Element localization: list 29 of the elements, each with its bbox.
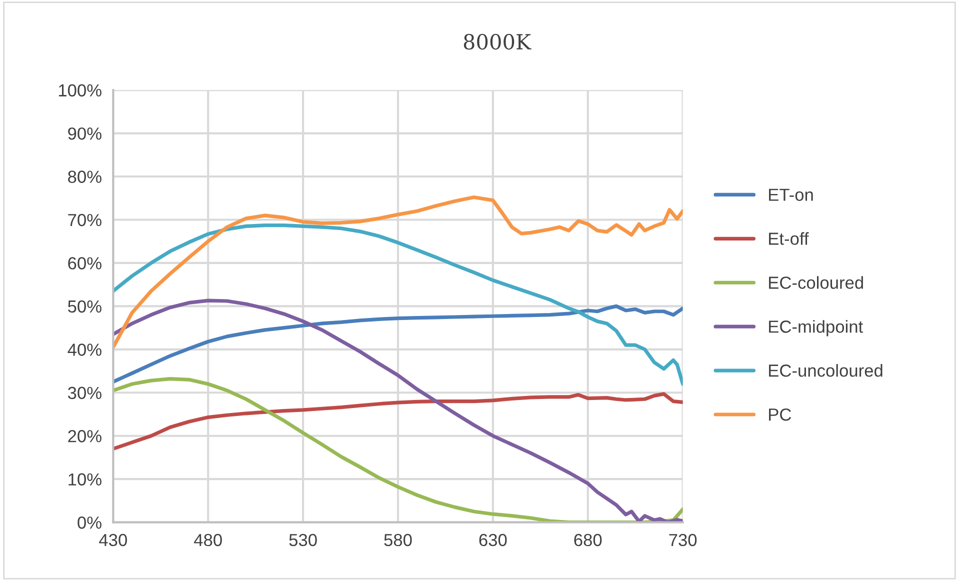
legend-label: Et-off — [769, 232, 809, 245]
y-tick-label: 80% — [68, 170, 102, 183]
legend-label: EC-coloured — [769, 276, 863, 289]
y-tick-label: 60% — [68, 257, 102, 270]
legend-label: ET-on — [769, 188, 813, 201]
y-tick-label: 90% — [68, 127, 102, 140]
line-series — [113, 195, 683, 350]
y-tick-label: 70% — [68, 214, 102, 226]
x-tick-label: 630 — [479, 534, 507, 546]
x-tick-label: 580 — [384, 534, 412, 546]
line-series — [113, 304, 683, 384]
y-tick-label: 40% — [68, 344, 102, 356]
y-tick-label: 50% — [68, 300, 102, 313]
legend-label: PC — [769, 408, 792, 421]
y-tick-label: 10% — [68, 473, 102, 486]
x-tick-label: 730 — [669, 534, 697, 546]
y-tick-label: 100% — [58, 84, 102, 97]
legend-label: EC-uncoloured — [769, 364, 882, 377]
x-tick-label: 680 — [574, 534, 602, 546]
y-tick-label: 0% — [78, 516, 102, 529]
chart-title: 8000K — [464, 34, 532, 50]
line-series — [113, 392, 683, 451]
x-tick-label: 480 — [194, 534, 222, 546]
y-tick-label: 20% — [68, 430, 102, 442]
line-series — [113, 224, 683, 386]
x-tick-label: 530 — [289, 534, 317, 546]
x-tick-label: 430 — [99, 534, 127, 546]
y-tick-label: 30% — [68, 386, 102, 400]
legend-label: EC-midpoint — [769, 320, 863, 336]
